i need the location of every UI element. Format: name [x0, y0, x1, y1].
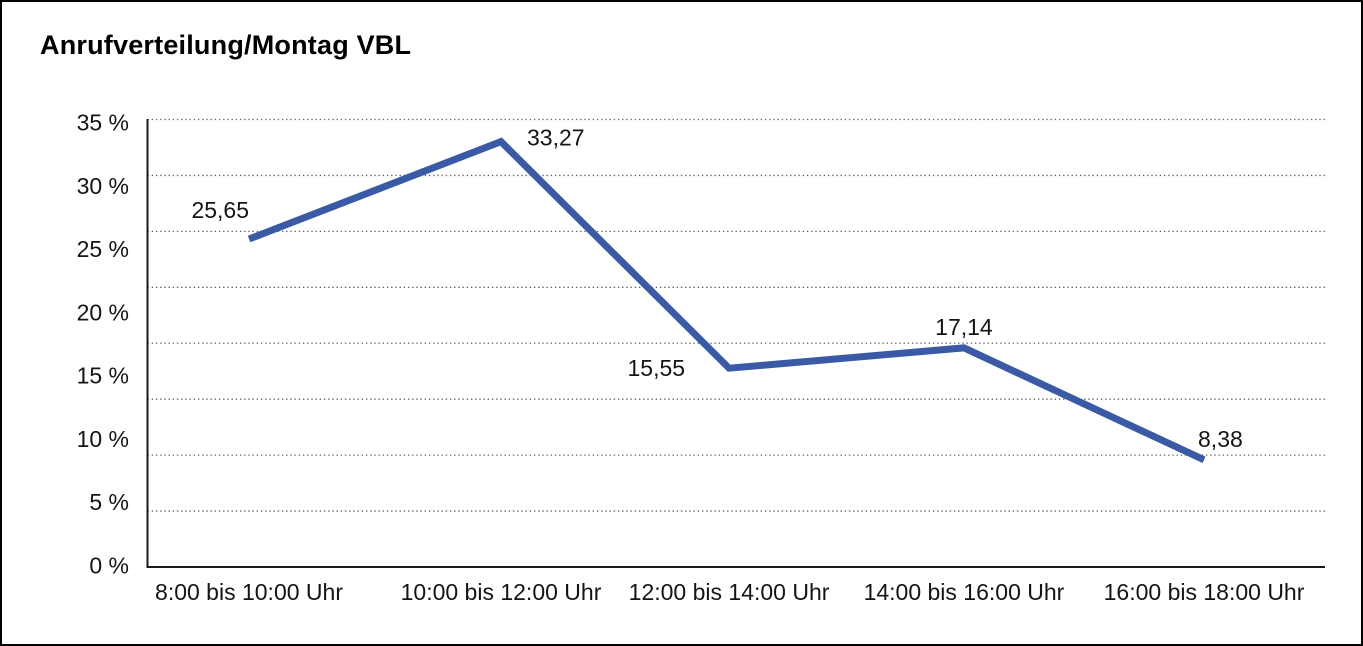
data-label: 15,55 — [627, 355, 685, 381]
y-axis-label: 5 % — [89, 489, 129, 515]
y-axis-label: 35 % — [77, 110, 129, 136]
y-axis-label: 10 % — [77, 426, 129, 452]
x-axis-label: 14:00 bis 16:00 Uhr — [864, 579, 1065, 605]
y-axis-label: 20 % — [77, 299, 129, 325]
data-label: 8,38 — [1198, 426, 1243, 452]
data-label: 17,14 — [935, 314, 993, 340]
y-axis-label: 30 % — [77, 173, 129, 199]
chart-title: Anrufverteilung/Montag VBL — [40, 30, 412, 60]
x-axis-label: 8:00 bis 10:00 Uhr — [155, 579, 343, 605]
data-label: 33,27 — [527, 125, 585, 151]
y-axis-label: 25 % — [77, 236, 129, 262]
x-axis-label: 10:00 bis 12:00 Uhr — [401, 579, 602, 605]
series-line — [247, 137, 1206, 464]
data-label: 25,65 — [191, 197, 249, 223]
y-axis-label: 15 % — [77, 363, 129, 389]
x-axis-label: 12:00 bis 14:00 Uhr — [629, 579, 830, 605]
y-axis-label: 0 % — [89, 552, 129, 578]
x-axis-label: 16:00 bis 18:00 Uhr — [1104, 579, 1305, 605]
